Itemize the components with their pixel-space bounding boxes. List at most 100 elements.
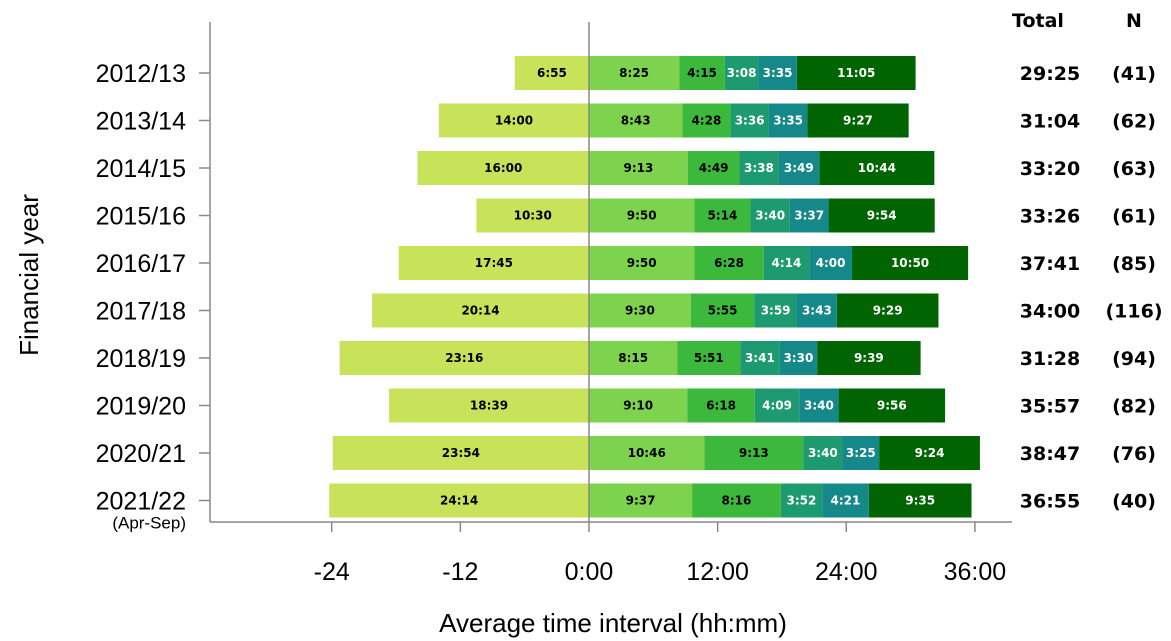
bar-segment-label: 4:14 (771, 256, 801, 270)
bar-segment-label: 8:43 (621, 114, 651, 128)
bar-segment (807, 103, 909, 138)
bar-segment-label: 8:25 (619, 66, 649, 80)
row-total: 35:57 (1020, 396, 1080, 418)
bar-segment (339, 341, 589, 375)
y-tick-sublabel: (Apr-Sep) (112, 514, 186, 533)
bar-segment-label: 5:14 (708, 209, 738, 223)
bar-segment-label: 3:59 (761, 304, 791, 318)
bar-segment (754, 388, 800, 423)
row-n: (94) (1112, 348, 1156, 370)
bar-segment-label: 3:30 (783, 351, 813, 365)
bar-segment-label: 9:10 (623, 399, 653, 413)
bar-segment (692, 483, 781, 518)
bar-segment (803, 436, 843, 470)
bar-segment (819, 151, 935, 185)
y-tick-label: 2013/14 (96, 108, 186, 136)
y-tick-label: 2020/21 (96, 440, 186, 468)
x-tick-label: 36:00 (944, 558, 1007, 586)
row-total: 31:04 (1020, 111, 1080, 133)
bar-segment (799, 388, 839, 423)
bar-segment (589, 198, 695, 233)
row-total: 33:20 (1020, 158, 1080, 180)
bar-segment-label: 20:14 (461, 304, 499, 318)
row-total: 37:41 (1020, 253, 1080, 275)
bar-segment (682, 103, 731, 138)
bar-segment-label: 23:54 (442, 446, 480, 460)
bar-segment-label: 4:28 (691, 114, 721, 128)
bar-segment-label: 3:25 (846, 446, 876, 460)
bar-segment-label: 10:44 (858, 161, 896, 175)
bar-segment (687, 388, 755, 423)
row-total: 38:47 (1020, 443, 1080, 465)
bar-segment-label: 23:16 (445, 351, 483, 365)
bar-segment-label: 9:50 (627, 256, 657, 270)
bar-segment (730, 103, 769, 138)
bar-segment (809, 246, 852, 280)
x-tick-label: 12:00 (686, 558, 749, 586)
row-total: 29:25 (1020, 63, 1080, 85)
bar-segment (589, 341, 678, 375)
bar-segment (724, 56, 759, 90)
bar-segment-label: 10:50 (891, 256, 929, 270)
bar-segment (589, 56, 680, 90)
bar-segment-label: 16:00 (484, 161, 522, 175)
bar-segment-label: 8:16 (721, 494, 751, 508)
bar-segment (589, 246, 695, 280)
x-axis-title: Average time interval (hh:mm) (439, 608, 787, 638)
bar-segment (739, 151, 779, 185)
bar-segment-label: 3:49 (784, 161, 814, 175)
bar-segment (690, 293, 755, 328)
bar-segment (417, 151, 589, 185)
bar-segment (779, 341, 818, 375)
bar-segment-label: 9:35 (905, 494, 935, 508)
bar-segment-label: 3:35 (763, 66, 793, 80)
bar-segment-label: 9:29 (873, 304, 903, 318)
bar-segment (780, 483, 823, 518)
bar-segment (514, 56, 589, 90)
bar-segment (589, 436, 705, 470)
bar-segment (438, 103, 589, 138)
x-tick-label: 24:00 (815, 558, 878, 586)
bar-segment (476, 198, 589, 233)
row-total: 36:55 (1020, 491, 1080, 513)
bar-segment (796, 293, 837, 328)
bar-segment-label: 9:56 (877, 399, 907, 413)
bar-segment-label: 9:30 (625, 304, 655, 318)
y-tick-label: 2017/18 (96, 298, 186, 326)
bar-segment (694, 198, 751, 233)
bar-segment-label: 4:15 (687, 66, 717, 80)
bar-segment-label: 8:15 (618, 351, 648, 365)
bar-segment-label: 9:24 (915, 446, 945, 460)
bar-segment (879, 436, 980, 470)
bar-segment-label: 9:50 (627, 209, 657, 223)
bar-segment-label: 3:40 (755, 209, 785, 223)
row-total: 33:26 (1020, 206, 1080, 228)
bar-segment-label: 5:51 (694, 351, 724, 365)
bar-segment (589, 483, 693, 518)
bar-segment-label: 9:37 (626, 494, 656, 508)
bar-segment-label: 9:13 (739, 446, 769, 460)
bar-segment-label: 3:36 (735, 114, 765, 128)
bar-segment (828, 198, 935, 233)
y-tick-label: 2014/15 (96, 155, 186, 183)
bar-segment-label: 9:13 (623, 161, 653, 175)
bar-segment (842, 436, 880, 470)
y-tick-label: 2016/17 (96, 250, 186, 278)
x-tick-label: -24 (314, 558, 350, 586)
bar-segment (796, 56, 916, 90)
bar-segment (740, 341, 780, 375)
bar-segment-label: 4:00 (816, 256, 846, 270)
bar-segment-label: 3:35 (773, 114, 803, 128)
row-n: (76) (1112, 443, 1156, 465)
bar-segment-label: 4:09 (762, 399, 792, 413)
bar-segment (750, 198, 790, 233)
row-n: (62) (1112, 111, 1156, 133)
bar-segment (836, 293, 939, 328)
bar-segment (789, 198, 829, 233)
bar-segment-label: 6:28 (714, 256, 744, 270)
bar-segment (589, 293, 691, 328)
bar-segment (372, 293, 589, 328)
bar-segment (332, 436, 589, 470)
bar-segment-label: 10:46 (628, 446, 666, 460)
